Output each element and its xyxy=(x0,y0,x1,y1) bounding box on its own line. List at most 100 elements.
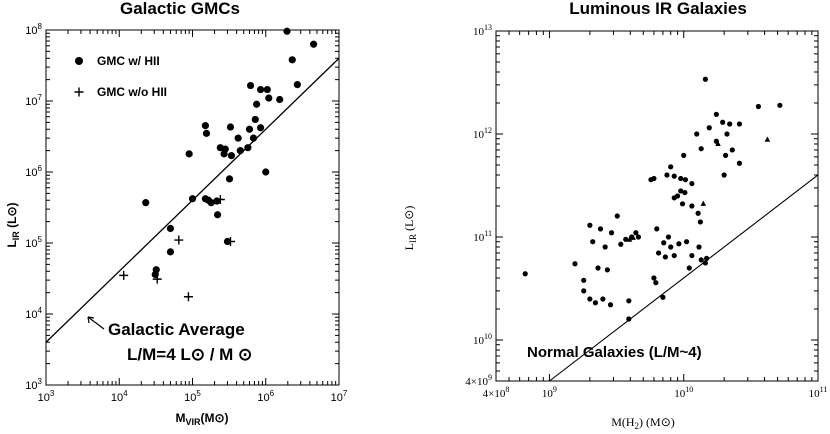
data-point-dot xyxy=(262,168,270,176)
data-point-dot xyxy=(202,129,211,137)
l-xtick-label: 103 xyxy=(38,389,55,404)
data-point-dot xyxy=(288,56,296,64)
data-point-dot xyxy=(698,146,704,152)
data-point-dot xyxy=(662,254,668,260)
data-point-dot xyxy=(633,230,639,236)
data-point-dot xyxy=(246,81,255,90)
data-point-dot xyxy=(702,260,708,266)
data-point-dot xyxy=(185,150,193,158)
data-point-dot xyxy=(600,296,606,302)
data-point-dot xyxy=(626,316,632,322)
data-point-dot xyxy=(207,199,215,207)
data-point-dot xyxy=(581,288,587,294)
right-chart-title: Luminous IR Galaxies xyxy=(569,0,747,18)
data-point-dot xyxy=(686,265,692,271)
data-point-dot xyxy=(683,239,690,245)
right-ylabel: LIR (L⊙) xyxy=(402,206,418,251)
data-point-dot xyxy=(166,224,175,233)
data-point-dot xyxy=(720,119,726,125)
l-ytick-label: 107 xyxy=(25,93,42,108)
data-point-dot xyxy=(201,195,209,203)
r-xtick-label: 1011 xyxy=(809,385,828,400)
r-xtick-label: 1010 xyxy=(674,385,693,400)
left-axis-ticks xyxy=(45,29,340,386)
data-point-dot xyxy=(660,294,666,300)
data-point-dot xyxy=(671,173,677,179)
data-point-dot xyxy=(142,199,150,207)
data-point-dot xyxy=(729,147,735,153)
left-ylabel: LIR (L⊙) xyxy=(5,202,21,247)
data-point-dot xyxy=(602,244,608,250)
l-ytick-label: 104 xyxy=(25,306,42,321)
data-point-dot xyxy=(671,252,677,259)
right-panel: Luminous IR Galaxies 4×108 109 1010 1011 4×1… xyxy=(402,0,827,431)
data-point-dot xyxy=(608,230,615,236)
data-point-dot xyxy=(251,115,259,124)
annotation-normal-galaxies: Normal Galaxies (L/M~4) xyxy=(527,344,702,361)
data-point-dot xyxy=(236,147,244,155)
data-point-dot xyxy=(256,124,265,132)
data-point-dot xyxy=(623,236,629,242)
data-point-dot xyxy=(201,122,209,130)
data-point-dot xyxy=(682,177,689,183)
data-point-dot xyxy=(665,234,672,240)
data-point-dot xyxy=(595,265,601,271)
data-point-dot xyxy=(706,125,712,131)
data-point-dot xyxy=(777,102,783,108)
data-point-dot xyxy=(256,85,265,94)
data-point-dot xyxy=(581,277,587,283)
left-panel: Galactic GMCs 103 104 105 106 107 103 104 105 10… xyxy=(5,0,348,427)
data-point-dot xyxy=(587,222,593,228)
data-point-triangle xyxy=(764,136,771,142)
data-point-plus xyxy=(225,236,235,246)
data-point-dot xyxy=(655,250,662,256)
data-point-dot xyxy=(681,152,687,158)
data-point-dot xyxy=(293,81,301,89)
legend-dot-marker xyxy=(75,57,83,65)
data-point-dot xyxy=(654,226,660,232)
data-point-dot xyxy=(736,121,743,127)
data-point-dot xyxy=(283,27,291,35)
data-point-dot xyxy=(590,239,596,245)
r-xtick-label: 109 xyxy=(542,385,557,400)
data-point-dot xyxy=(249,134,258,142)
right-data-points xyxy=(522,76,783,322)
data-point-dot xyxy=(727,121,733,127)
data-point-dot xyxy=(679,201,686,207)
data-point-dot xyxy=(245,125,254,133)
annotation-ratio: L/M=4 L⊙ / M ⊙ xyxy=(127,345,252,364)
data-point-dot xyxy=(676,241,682,247)
data-point-dot xyxy=(227,152,236,160)
data-point-dot xyxy=(722,152,729,158)
data-point-dot xyxy=(689,252,695,259)
data-point-dot xyxy=(166,248,175,256)
data-point-dot xyxy=(713,111,719,117)
data-point-triangle xyxy=(630,234,636,240)
data-point-plus xyxy=(152,274,162,284)
r-ytick-label: 1013 xyxy=(473,23,492,38)
data-point-dot xyxy=(607,302,614,308)
data-point-dot xyxy=(597,226,604,232)
r-xtick-label: 4×108 xyxy=(483,385,510,400)
l-ytick-label: 108 xyxy=(25,22,42,37)
data-point-plus xyxy=(119,270,129,280)
data-point-triangle xyxy=(700,200,707,206)
data-point-dot xyxy=(668,244,674,250)
data-point-dot xyxy=(188,195,197,203)
data-point-dot xyxy=(522,271,528,277)
data-point-dot xyxy=(276,95,284,104)
l-xtick-label: 106 xyxy=(257,389,274,404)
right-reference-line xyxy=(549,174,819,382)
data-point-dot xyxy=(244,144,252,152)
data-point-dot xyxy=(592,300,599,306)
data-point-dot xyxy=(736,160,743,166)
data-point-dot xyxy=(661,240,667,246)
right-plot-frame xyxy=(495,30,819,382)
data-point-plus xyxy=(183,292,193,302)
data-point-triangle xyxy=(626,236,633,242)
data-point-dot xyxy=(664,172,670,178)
data-point-dot xyxy=(252,100,261,108)
data-point-dot xyxy=(653,280,659,286)
r-ytick-label: 4×109 xyxy=(465,373,492,388)
